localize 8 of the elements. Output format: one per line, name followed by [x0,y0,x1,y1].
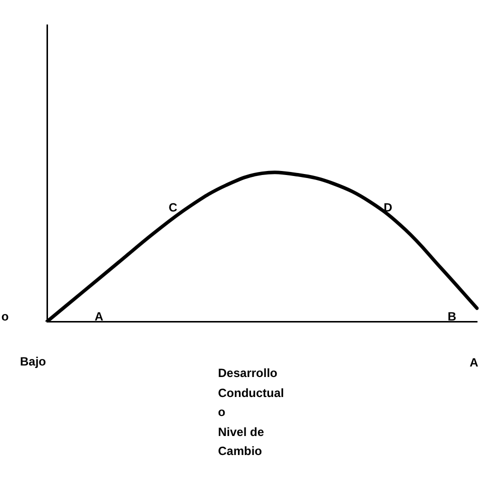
annotation: A [94,309,104,324]
x-axis-title: Desarrollo Conductual o Nivel de Cambio [218,365,284,460]
annotation: D [384,200,393,214]
text: o [1,309,9,324]
annotation: C [168,200,178,214]
text: A [470,355,479,370]
text: Bajo [20,354,46,368]
annotation: B [448,309,457,324]
